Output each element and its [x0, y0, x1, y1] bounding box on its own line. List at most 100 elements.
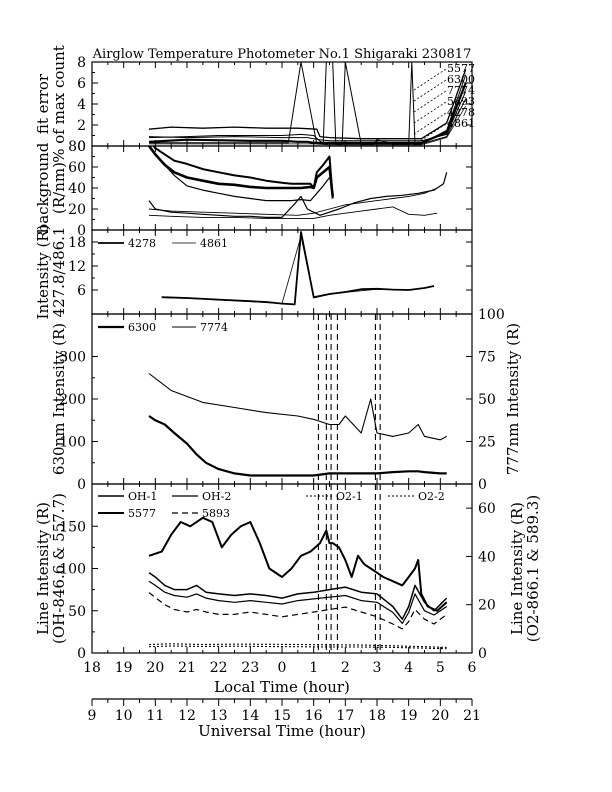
x-ut-tick-label: 16 — [305, 708, 323, 724]
legend-label-7774: 7774 — [447, 84, 475, 97]
x-local-tick-label: 4 — [404, 660, 413, 676]
series-line-bg-5893 — [148, 187, 438, 216]
x-local-tick-label: 23 — [241, 660, 259, 676]
series-line-lines-OH-1 — [148, 572, 448, 620]
series-line-oi-6300 — [148, 415, 447, 477]
series-line-fit-5577 — [148, 69, 467, 140]
y-tick-label-lines: 150 — [59, 519, 86, 535]
legend-label-5577: 5577 — [128, 507, 156, 520]
y-right-tick-label-oi: 0 — [478, 477, 487, 493]
x-axis-ut-title: Universal Time (hour) — [198, 722, 366, 740]
series-line-fit-5893 — [148, 91, 467, 142]
x-local-tick-label: 1 — [309, 660, 318, 676]
y-right-axis-title-lines: Line Intensity (R) — [508, 502, 526, 635]
x-ut-tick-label: 13 — [210, 708, 228, 724]
series-line-bg-4861 — [148, 206, 438, 219]
y-right-tick-label-lines: 20 — [478, 598, 496, 614]
series-group-fit — [148, 62, 467, 146]
legend-label-4278: 4278 — [447, 106, 475, 119]
x-ut-tick-label: 10 — [115, 708, 133, 724]
y-right-tick-label-lines: 0 — [478, 646, 487, 662]
series-line-oi-7774 — [148, 373, 447, 441]
x-ut-tick-label: 9 — [88, 708, 97, 724]
y-tick-label-oi: 0 — [77, 477, 86, 493]
legend-label-O2-2: O2-2 — [418, 490, 445, 503]
series-line-lines-O2-2 — [148, 645, 447, 650]
legend-leader-6300 — [413, 79, 447, 102]
panel-blue: 6 12 18 Intensity (R)427.8/486.1 4278 4861 — [34, 225, 473, 319]
y-axis-title-fit: fit error — [34, 73, 52, 134]
y-tick-label-fit: 8 — [77, 55, 86, 71]
y-axis-title-blue: 427.8/486.1 — [50, 227, 68, 318]
y-tick-label-bg: 20 — [68, 202, 86, 218]
y-tick-label-oi: 200 — [59, 392, 86, 408]
legend-leader-5893 — [413, 101, 447, 124]
series-line-lines-OH-2 — [148, 580, 448, 625]
y-tick-label-fit: 4 — [77, 97, 86, 113]
series-line-bg-6300 — [152, 146, 334, 199]
x-local-tick-label: 19 — [115, 660, 133, 676]
series-line-bg-7774 — [148, 146, 330, 202]
chart-title: Airglow Temperature Photometer No.1 Shig… — [92, 47, 472, 62]
y-right-tick-label-oi: 75 — [478, 350, 496, 366]
y-right-axis-title-lines: (O2-866.1 & 589.3) — [524, 495, 542, 642]
y-tick-label-bg: 80 — [68, 139, 86, 155]
legend-label-5893: 5893 — [202, 507, 230, 520]
x-local-tick-label: 22 — [210, 660, 228, 676]
x-ut-tick-label: 14 — [241, 708, 259, 724]
y-axis-title-fit: % of max count — [50, 45, 68, 163]
panel-frame-oi — [91, 313, 473, 485]
panel-fit: 0 2 4 6 8 fit error% of max count 557763007774… — [34, 45, 475, 163]
x-local-tick-label: 20 — [146, 660, 164, 676]
x-local-tick-label: 21 — [178, 660, 196, 676]
y-tick-label-bg: 0 — [77, 223, 86, 239]
x-axis-local-title: Local Time (hour) — [214, 678, 350, 696]
series-line-bg-5577 — [147, 146, 334, 197]
x-local-tick-label: 0 — [278, 660, 287, 676]
y-tick-label-bg: 60 — [68, 160, 86, 176]
y-tick-label-fit: 2 — [77, 118, 86, 134]
series-group-lines — [148, 516, 448, 650]
y-axis-title-bg: (R/nm) — [50, 162, 68, 214]
y-tick-label-lines: 50 — [68, 604, 86, 620]
legend-label-6300: 6300 — [128, 321, 156, 334]
legend-leader-7774 — [413, 90, 447, 113]
series-line-fit-4278 — [149, 62, 467, 145]
y-right-axis-title-oi: 777nm Intensity (R) — [504, 323, 522, 475]
series-line-blue-4861 — [161, 235, 435, 305]
x-ut-tick-label: 20 — [431, 708, 449, 724]
y-axis-title-lines: (OH-846.6 & 557.7) — [50, 493, 68, 644]
legend-label-5893: 5893 — [447, 95, 475, 108]
legend-label-6300: 6300 — [447, 73, 475, 86]
x-local-tick-label: 5 — [436, 660, 445, 676]
series-group-blue — [161, 231, 435, 306]
y-right-tick-label-lines: 60 — [478, 501, 496, 517]
y-tick-label-blue: 18 — [68, 235, 86, 251]
y-tick-label-fit: 6 — [77, 76, 86, 92]
series-line-lines-O2-1 — [148, 643, 447, 648]
legend-label-4861: 4861 — [200, 237, 228, 250]
y-tick-label-lines: 0 — [77, 646, 86, 662]
series-line-lines-5577 — [148, 516, 448, 612]
y-axis-title-oi: 630nm Intensity (R) — [50, 323, 68, 475]
legend-label-7774: 7774 — [200, 321, 228, 334]
x-ut-tick-label: 17 — [336, 708, 354, 724]
x-ut-tick-label: 15 — [273, 708, 291, 724]
x-local-tick-label: 6 — [468, 660, 477, 676]
legend-label-OH-1: OH-1 — [128, 490, 157, 503]
x-ut-tick-label: 19 — [400, 708, 418, 724]
legend-label-5577: 5577 — [447, 62, 475, 75]
series-line-fit-4861 — [149, 105, 466, 146]
y-tick-label-blue: 6 — [77, 283, 86, 299]
x-ut-tick-label: 21 — [463, 708, 481, 724]
y-tick-label-oi: 100 — [59, 435, 86, 451]
x-ut-tick-label: 12 — [178, 708, 196, 724]
y-right-tick-label-oi: 100 — [478, 307, 505, 323]
legend-label-OH-2: OH-2 — [202, 490, 231, 503]
y-tick-label-lines: 100 — [59, 562, 86, 578]
legend-label-4278: 4278 — [128, 237, 156, 250]
